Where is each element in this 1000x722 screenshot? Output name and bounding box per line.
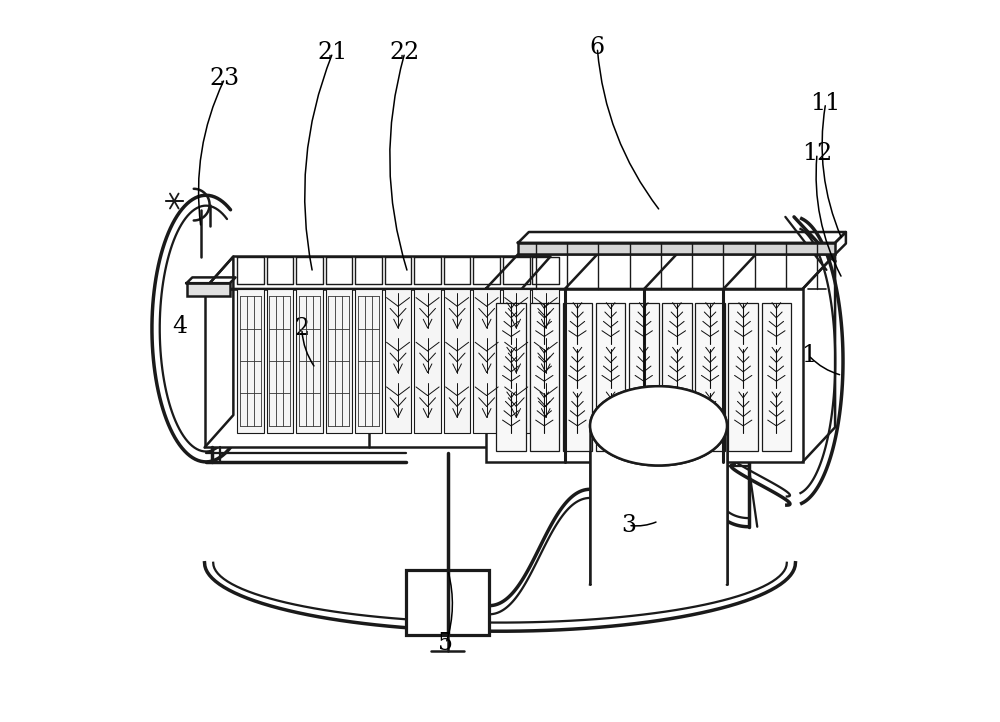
Bar xyxy=(486,289,803,462)
Bar xyxy=(296,289,323,433)
Text: 3: 3 xyxy=(621,514,636,536)
Bar xyxy=(326,289,352,433)
Text: 12: 12 xyxy=(802,142,832,165)
Text: 4: 4 xyxy=(172,315,187,338)
Ellipse shape xyxy=(590,386,727,466)
Text: 23: 23 xyxy=(210,67,240,90)
Bar xyxy=(662,303,692,451)
Bar xyxy=(530,303,559,451)
Bar xyxy=(187,283,230,296)
Text: 2: 2 xyxy=(294,317,309,340)
Bar xyxy=(473,289,500,433)
Text: 22: 22 xyxy=(390,41,420,64)
Bar xyxy=(355,289,382,433)
Bar xyxy=(444,289,470,433)
Bar xyxy=(629,303,659,451)
Bar xyxy=(762,303,791,451)
Bar xyxy=(728,303,758,451)
Bar xyxy=(414,289,441,433)
Bar xyxy=(205,289,522,448)
Ellipse shape xyxy=(590,386,727,466)
Bar xyxy=(406,570,489,635)
Bar xyxy=(590,426,727,584)
Bar xyxy=(563,303,592,451)
Text: 5: 5 xyxy=(438,632,453,655)
Text: 1: 1 xyxy=(801,344,816,367)
Text: 11: 11 xyxy=(811,92,841,115)
Bar xyxy=(237,289,264,433)
Bar xyxy=(695,303,725,451)
Bar xyxy=(496,303,526,451)
Bar xyxy=(267,289,293,433)
Bar xyxy=(532,289,559,433)
Bar xyxy=(596,303,625,451)
Bar xyxy=(518,243,835,254)
Text: 21: 21 xyxy=(318,41,348,64)
Text: 6: 6 xyxy=(590,36,605,59)
Bar xyxy=(503,289,530,433)
Bar xyxy=(385,289,411,433)
